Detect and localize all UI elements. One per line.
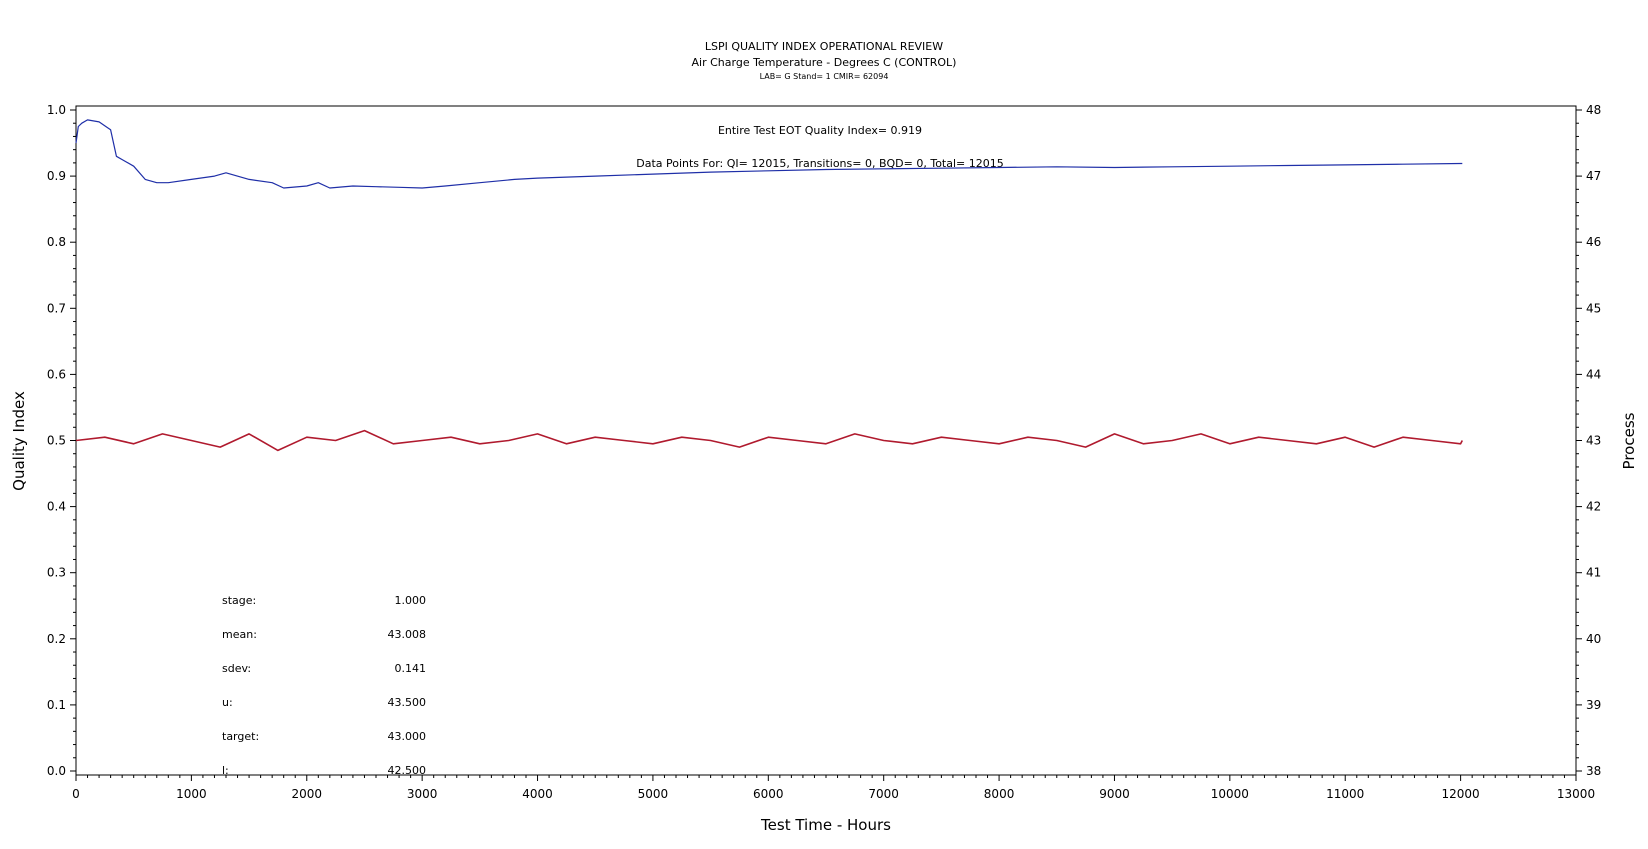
y2-tick-label: 41 [1586,566,1601,580]
y2-tick-label: 45 [1586,301,1601,315]
x-tick-label: 7000 [868,787,899,801]
x-axis-label: Test Time - Hours [760,816,891,834]
y2-tick-label: 43 [1586,434,1601,448]
x-tick-label: 13000 [1557,787,1595,801]
y-tick-label: 0.6 [47,367,66,381]
x-tick-label: 3000 [407,787,438,801]
y2-tick-label: 47 [1586,169,1601,183]
x-tick-label: 0 [72,787,80,801]
stat-label: u: [222,696,233,709]
process-line [75,429,1464,452]
y2-tick-label: 44 [1586,367,1601,381]
stat-label: mean: [222,628,257,641]
stat-label: sdev: [222,662,251,675]
stat-label: target: [222,730,259,743]
x-tick-label: 6000 [753,787,784,801]
stat-value: 0.141 [395,662,427,675]
eot-quality-index-note: Entire Test EOT Quality Index= 0.919 [718,124,922,137]
stat-value: 43.500 [388,696,427,709]
y2-tick-label: 38 [1586,764,1601,778]
x-tick-label: 4000 [522,787,553,801]
x-tick-label: 11000 [1326,787,1364,801]
y-axis-label: Quality Index [10,391,28,491]
series-group [75,119,1464,452]
chart-subtitle: Air Charge Temperature - Degrees C (CONT… [692,56,957,69]
y-tick-label: 0.1 [47,698,66,712]
y-tick-label: 0.0 [47,764,66,778]
stat-value: 43.000 [388,730,427,743]
x-tick-label: 1000 [176,787,207,801]
quality-index-line [75,119,1463,189]
stat-value: 1.000 [395,594,427,607]
stat-value: 43.008 [388,628,427,641]
y-tick-label: 0.3 [47,566,66,580]
y-tick-label: 1.0 [47,103,66,117]
chart-title: LSPI QUALITY INDEX OPERATIONAL REVIEW [705,40,943,53]
x-tick-label: 8000 [984,787,1015,801]
y-tick-label: 0.8 [47,235,66,249]
y-tick-label: 0.2 [47,632,66,646]
x-tick-label: 12000 [1442,787,1480,801]
chart-subtitle-2: LAB= G Stand= 1 CMIR= 62094 [760,72,889,81]
y2-tick-label: 48 [1586,103,1601,117]
y-axis-right: 38 39 40 41 42 43 44 45 46 47 48 [1576,103,1601,778]
y2-tick-label: 39 [1586,698,1601,712]
y-axis-left: 0.0 0.1 0.2 0.3 0.4 0.5 0.6 0.7 0.8 0.9 1.0 [47,103,76,778]
stat-value: 42.500 [388,764,427,777]
y-tick-label: 0.7 [47,301,66,315]
x-tick-label: 5000 [638,787,669,801]
data-points-note: Data Points For: QI= 12015, Transitions=… [636,157,1004,170]
y-tick-label: 0.9 [47,169,66,183]
stat-label: stage: [222,594,256,607]
y2-tick-label: 40 [1586,632,1601,646]
x-tick-label: 10000 [1211,787,1249,801]
stats-table: stage: 1.000 mean: 43.008 sdev: 0.141 u: 43.500… [222,594,426,777]
x-axis: 0 1000 2000 3000 4000 5000 6000 7000 8000 9000 100… [72,775,1595,801]
y2-tick-label: 46 [1586,235,1601,249]
stat-label: l: [222,764,229,777]
x-tick-label: 9000 [1099,787,1130,801]
y2-axis-label: Process [1620,412,1638,469]
y-tick-label: 0.4 [47,500,66,514]
y-tick-label: 0.5 [47,434,66,448]
x-tick-label: 2000 [291,787,322,801]
y2-tick-label: 42 [1586,500,1601,514]
